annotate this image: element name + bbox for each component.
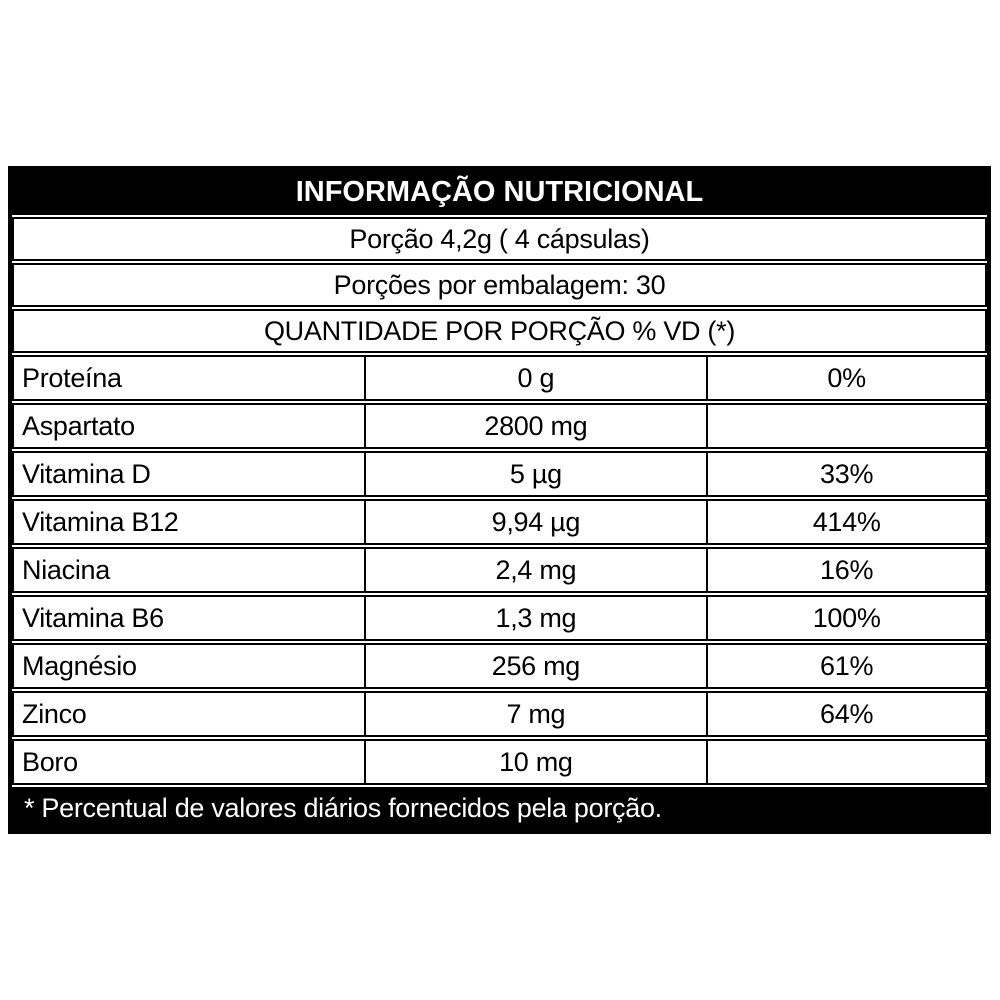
nutrient-row-boro: Boro 10 mg: [12, 739, 987, 785]
nutrient-row-vitamina-b6: Vitamina B6 1,3 mg 100%: [12, 595, 987, 641]
nutrient-dv: 414%: [812, 506, 881, 537]
nutrient-amount: 10 mg: [366, 741, 709, 783]
nutrient-dv: 16%: [820, 554, 874, 585]
nutrient-amount: 9,94 µg: [366, 501, 709, 543]
nutrient-row-proteina: Proteína 0 g 0%: [12, 355, 987, 401]
quantity-per-portion-header-row: QUANTIDADE POR PORÇÃO % VD (*): [12, 309, 987, 353]
nutrient-row-niacina: Niacina 2,4 mg 16%: [12, 547, 987, 593]
nutrient-dv: 33%: [820, 458, 874, 489]
nutrient-amount: 7 mg: [366, 693, 709, 735]
nutrient-name: Vitamina B6: [14, 597, 366, 639]
servings-per-package-row: Porções por embalagem: 30: [12, 263, 987, 307]
nutrition-facts-table: INFORMAÇÃO NUTRICIONAL Porção 4,2g ( 4 c…: [8, 166, 991, 834]
nutrient-dv: 100%: [812, 602, 881, 633]
nutrient-row-zinco: Zinco 7 mg 64%: [12, 691, 987, 737]
nutrient-name: Zinco: [14, 693, 366, 735]
nutrient-name: Vitamina D: [14, 453, 366, 495]
nutrient-dv: [708, 741, 985, 783]
nutrient-dv: 0%: [827, 362, 866, 393]
nutrient-dv: 64%: [820, 698, 874, 729]
nutrient-amount: 0 g: [366, 357, 709, 399]
nutrient-name: Aspartato: [14, 405, 366, 447]
nutrient-amount: 256 mg: [366, 645, 709, 687]
nutrient-amount: 1,3 mg: [366, 597, 709, 639]
nutrient-dv: [708, 405, 985, 447]
nutrient-amount: 5 µg: [366, 453, 709, 495]
nutrient-amount: 2800 mg: [366, 405, 709, 447]
nutrient-row-vitamina-b12: Vitamina B12 9,94 µg 414%: [12, 499, 987, 545]
nutrient-row-aspartato: Aspartato 2800 mg: [12, 403, 987, 449]
nutrient-name: Proteína: [14, 357, 366, 399]
table-title: INFORMAÇÃO NUTRICIONAL: [12, 170, 987, 215]
nutrient-name: Boro: [14, 741, 366, 783]
nutrient-amount: 2,4 mg: [366, 549, 709, 591]
nutrient-name: Magnésio: [14, 645, 366, 687]
nutrient-dv: 61%: [820, 650, 874, 681]
nutrient-name: Niacina: [14, 549, 366, 591]
daily-values-footnote: * Percentual de valores diários fornecid…: [12, 787, 987, 830]
portion-row: Porção 4,2g ( 4 cápsulas): [12, 217, 987, 261]
nutrient-row-vitamina-d: Vitamina D 5 µg 33%: [12, 451, 987, 497]
nutrient-name: Vitamina B12: [14, 501, 366, 543]
nutrient-row-magnesio: Magnésio 256 mg 61%: [12, 643, 987, 689]
